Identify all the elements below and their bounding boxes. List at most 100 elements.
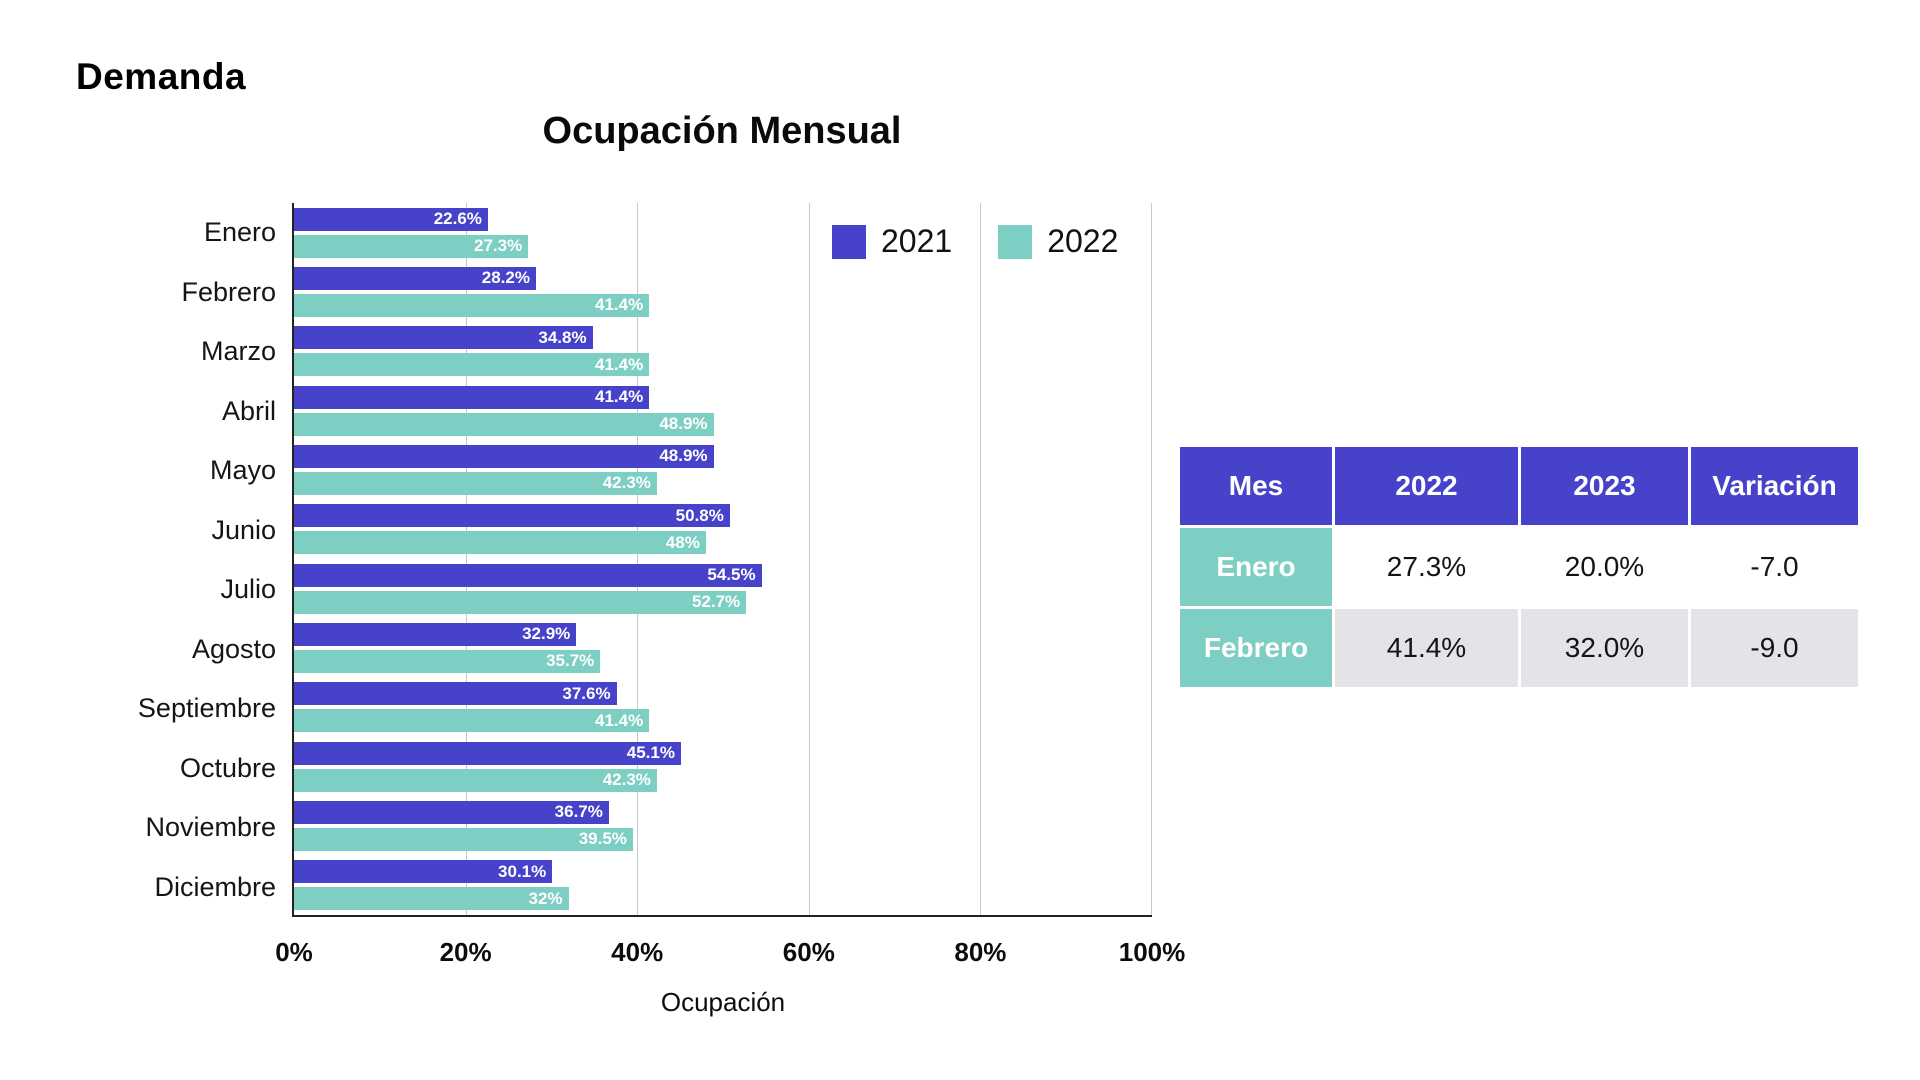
bar-2022-diciembre: 32%: [294, 887, 569, 911]
bar-2022-agosto: 35.7%: [294, 649, 601, 673]
y-axis-labels: Enero Febrero Marzo Abril Mayo Junio Julio Agos…: [40, 203, 276, 917]
month-row-agosto: 32.9% 35.7%: [294, 618, 1152, 677]
table-cell-febrero-variacion: -9.0: [1691, 609, 1858, 687]
table-row-month-enero: Enero: [1180, 528, 1332, 606]
bar-2021-diciembre: 30.1%: [294, 860, 553, 884]
bar-value-label: 48%: [665, 532, 700, 552]
bar-value-label: 27.3%: [474, 236, 523, 256]
bar-value-label: 30.1%: [498, 861, 547, 881]
x-tick-40-: 40%: [611, 937, 664, 967]
bar-2022-febrero: 41.4%: [294, 293, 650, 317]
month-row-junio: 50.8% 48%: [294, 500, 1152, 559]
table-header-variacion: Variación: [1691, 447, 1858, 525]
gridline-20: [465, 203, 467, 915]
y-label-febrero: Febrero: [181, 276, 276, 307]
month-row-julio: 54.5% 52.7%: [294, 559, 1152, 618]
month-row-abril: 41.4% 48.9%: [294, 381, 1152, 440]
bar-2021-mayo: 48.9%: [294, 444, 714, 468]
bar-value-label: 54.5%: [707, 565, 756, 585]
month-row-mayo: 48.9% 42.3%: [294, 440, 1152, 499]
table-header-2023: 2023: [1521, 447, 1688, 525]
y-label-septiembre: Septiembre: [137, 693, 276, 724]
bar-value-label: 48.9%: [659, 446, 708, 466]
y-label-noviembre: Noviembre: [145, 812, 276, 843]
legend-label-2021: 2021: [881, 223, 953, 259]
bar-value-label: 48.9%: [659, 414, 708, 434]
bar-value-label: 50.8%: [675, 505, 724, 525]
table-header-mes: Mes: [1180, 447, 1332, 525]
bar-value-label: 34.8%: [538, 327, 587, 347]
chart-title: Ocupación Mensual: [542, 110, 902, 152]
bar-2021-febrero: 28.2%: [294, 266, 536, 290]
bar-2021-agosto: 32.9%: [294, 622, 577, 646]
bar-2021-marzo: 34.8%: [294, 326, 593, 350]
variation-table: Mes 2022 2023 Variación Enero 27.3% 20.0% -7.0 F…: [1180, 447, 1858, 687]
bar-value-label: 42.3%: [602, 473, 651, 493]
bar-value-label: 39.5%: [578, 829, 627, 849]
table-header-2022: 2022: [1335, 447, 1518, 525]
bar-2022-marzo: 41.4%: [294, 353, 650, 377]
legend-swatch-2021: [832, 224, 866, 259]
table-cell-febrero-2023: 32.0%: [1521, 609, 1688, 687]
y-label-junio: Junio: [211, 514, 276, 545]
bar-value-label: 32.9%: [522, 624, 571, 644]
y-label-octubre: Octubre: [179, 752, 276, 783]
x-tick-100-: 100%: [1118, 937, 1186, 967]
y-label-agosto: Agosto: [191, 633, 276, 664]
bar-2021-abril: 41.4%: [294, 385, 650, 409]
x-axis-title: Ocupación: [660, 987, 786, 1017]
bar-2022-enero: 27.3%: [294, 234, 529, 258]
bar-2022-noviembre: 39.5%: [294, 827, 633, 851]
x-tick-20-: 20%: [439, 937, 492, 967]
bar-value-label: 28.2%: [481, 268, 530, 288]
bar-2022-julio: 52.7%: [294, 590, 747, 614]
month-row-octubre: 45.1% 42.3%: [294, 737, 1152, 796]
gridline-80: [980, 203, 982, 915]
y-label-julio: Julio: [220, 574, 276, 605]
page-title: Demanda: [76, 56, 247, 97]
bar-value-label: 41.4%: [595, 387, 644, 407]
y-label-mayo: Mayo: [209, 455, 276, 486]
legend-label-2022: 2022: [1047, 223, 1119, 259]
bar-value-label: 22.6%: [433, 209, 482, 229]
bar-2022-abril: 48.9%: [294, 412, 714, 436]
plot-area: 22.6% 27.3% 28.2% 41.4% 34.8% 41.4% 41.4% 48.9%…: [275, 203, 1185, 1017]
bar-value-label: 35.7%: [546, 651, 595, 671]
legend-swatch-2022: [998, 224, 1033, 259]
month-row-noviembre: 36.7% 39.5%: [294, 796, 1152, 855]
y-label-diciembre: Diciembre: [154, 871, 276, 902]
bar-2022-septiembre: 41.4%: [294, 709, 650, 733]
x-tick-60-: 60%: [782, 937, 835, 967]
bar-2022-octubre: 42.3%: [294, 768, 657, 792]
month-row-febrero: 28.2% 41.4%: [294, 262, 1152, 321]
bar-value-label: 36.7%: [554, 802, 603, 822]
table-cell-febrero-2022: 41.4%: [1335, 609, 1518, 687]
bar-2021-junio: 50.8%: [294, 504, 730, 528]
legend: 2021 2022: [832, 223, 1118, 260]
bar-value-label: 41.4%: [595, 710, 644, 730]
month-row-enero: 22.6% 27.3%: [294, 203, 1152, 262]
bar-value-label: 37.6%: [562, 683, 611, 703]
y-label-abril: Abril: [221, 395, 276, 426]
bar-value-label: 41.4%: [595, 295, 644, 315]
month-row-septiembre: 37.6% 41.4%: [294, 678, 1152, 737]
y-label-marzo: Marzo: [200, 336, 276, 367]
bar-2021-julio: 54.5%: [294, 563, 762, 587]
gridline-60: [808, 203, 810, 915]
bar-value-label: 32%: [528, 888, 563, 908]
bar-2021-enero: 22.6%: [294, 207, 488, 231]
bar-rows: 22.6% 27.3% 28.2% 41.4% 34.8% 41.4% 41.4% 48.9%…: [294, 203, 1152, 915]
bar-value-label: 42.3%: [602, 770, 651, 790]
legend-item-2022: 2022: [998, 223, 1118, 260]
bar-value-label: 45.1%: [626, 743, 675, 763]
x-tick-0-: 0%: [275, 937, 313, 967]
month-row-marzo: 34.8% 41.4%: [294, 322, 1152, 381]
gridline-100: [1151, 203, 1152, 915]
bar-2022-junio: 48%: [294, 531, 706, 555]
month-row-diciembre: 30.1% 32%: [294, 856, 1152, 915]
bar-2021-octubre: 45.1%: [294, 741, 681, 765]
bar-value-label: 41.4%: [595, 354, 644, 374]
table-row-month-febrero: Febrero: [1180, 609, 1332, 687]
table-cell-enero-2023: 20.0%: [1521, 528, 1688, 606]
